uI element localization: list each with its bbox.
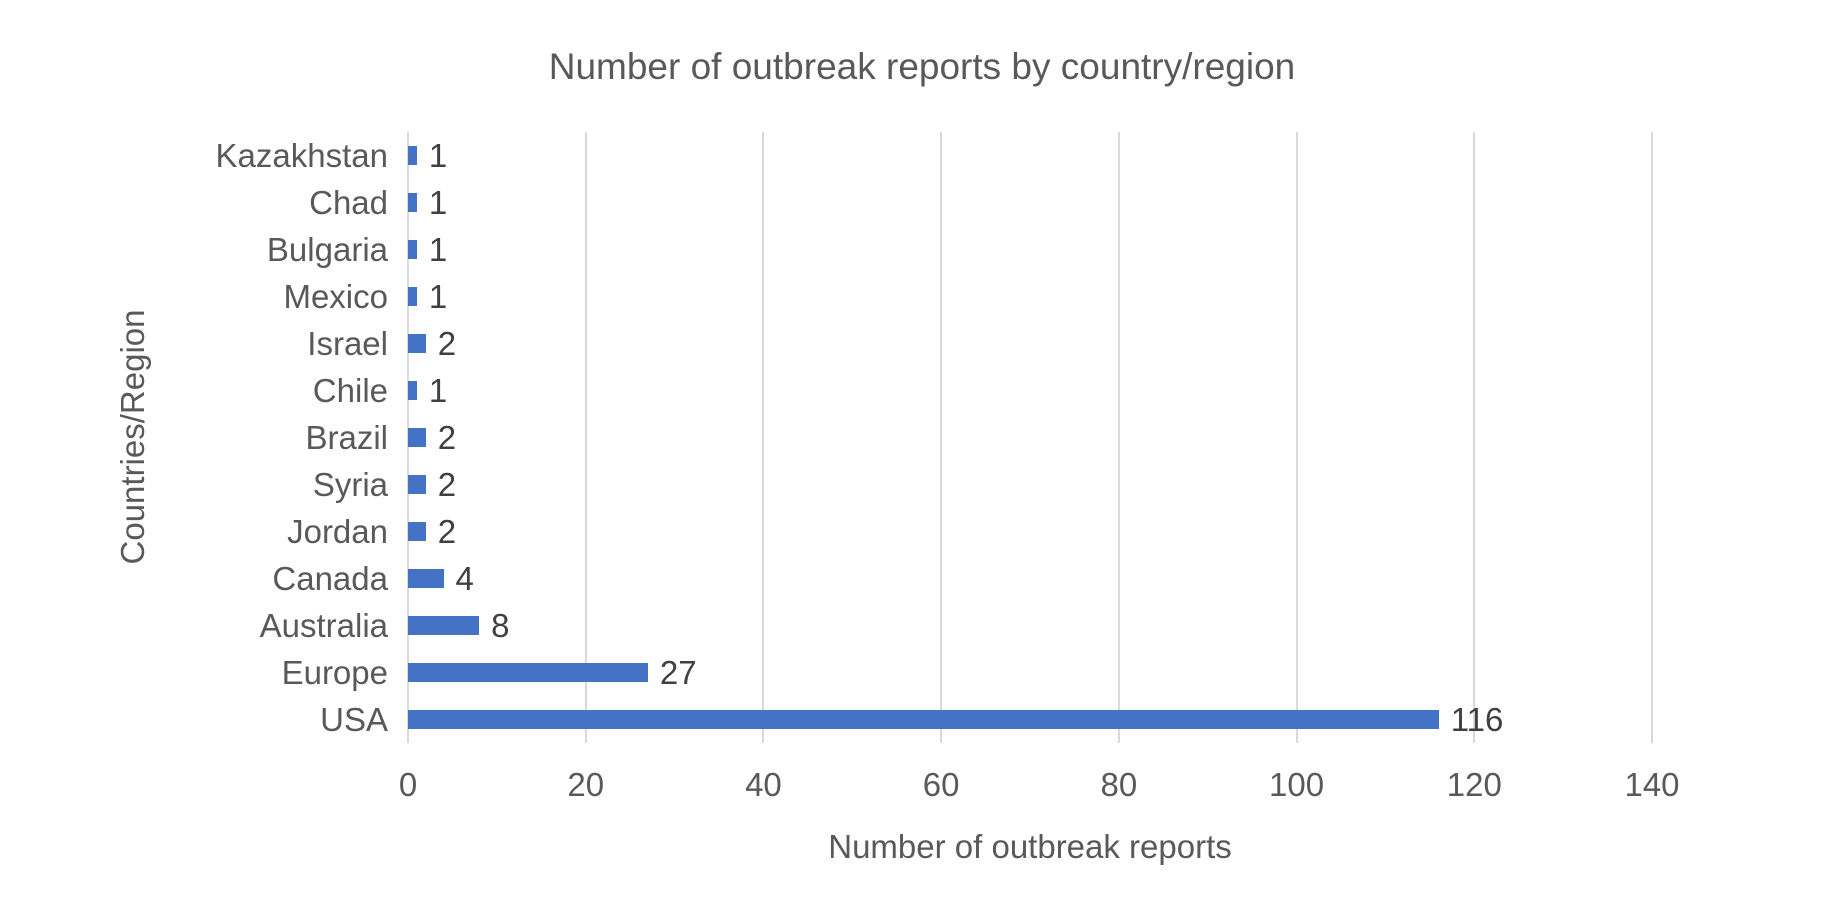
- category-axis: Kazakhstan Chad Bulgaria Mexico Israel Chile B…: [60, 132, 388, 743]
- bar-value-label: 1: [428, 136, 448, 174]
- bar-value-label: 2: [437, 465, 457, 503]
- category-label-bulgaria: Bulgaria: [266, 231, 388, 268]
- category-label-syria: Syria: [312, 466, 388, 503]
- category-label-israel: Israel: [307, 325, 388, 362]
- bar-mexico: [408, 287, 417, 306]
- bar-value-label: 27: [659, 653, 697, 691]
- bar-europe: [408, 663, 648, 682]
- bar-value-label: 116: [1450, 700, 1504, 738]
- bar-chad: [408, 193, 417, 212]
- bar-chile: [408, 381, 417, 400]
- gridline-x-20: [584, 132, 587, 743]
- gridline-x-40: [762, 132, 765, 743]
- category-label-europe: Europe: [281, 654, 388, 691]
- bar-jordan: [408, 522, 426, 541]
- bar-value-label: 4: [455, 559, 474, 597]
- category-label-usa: USA: [320, 701, 388, 738]
- bar-brazil: [408, 428, 426, 447]
- bar-value-label: 1: [428, 371, 448, 409]
- x-tick-label-80: 80: [1100, 766, 1138, 803]
- category-label-chad: Chad: [309, 184, 388, 221]
- x-axis-ticks: 0 20 40 60 80 100 120 140: [399, 766, 1680, 808]
- gridline-x-100: [1295, 132, 1298, 743]
- bar-value-label: 8: [491, 606, 510, 644]
- category-label-chile: Chile: [312, 372, 388, 409]
- plot-area: 1 1 1 1 2 1 2 2 2 4 8 27 116: [407, 132, 1653, 743]
- gridline-x-140: [1651, 132, 1653, 743]
- x-tick-label-40: 40: [745, 766, 782, 803]
- bar-value-label: 1: [428, 277, 448, 315]
- bar-usa: [408, 710, 1439, 729]
- category-label-jordan: Jordan: [287, 513, 388, 550]
- category-label-australia: Australia: [259, 607, 388, 644]
- category-label-mexico: Mexico: [283, 278, 388, 315]
- bar-syria: [408, 475, 426, 494]
- bar-value-label: 1: [428, 230, 448, 268]
- gridline-x-60: [940, 132, 943, 743]
- category-label-kazakhstan: Kazakhstan: [215, 137, 388, 174]
- x-tick-label-140: 140: [1624, 766, 1680, 803]
- x-tick-label-0: 0: [398, 766, 418, 803]
- x-tick-label-100: 100: [1269, 766, 1325, 803]
- bar-israel: [408, 334, 426, 353]
- x-tick-label-60: 60: [922, 766, 960, 803]
- bar-australia: [408, 616, 480, 635]
- category-label-brazil: Brazil: [305, 419, 388, 456]
- bar-value-label: 2: [437, 324, 457, 362]
- chart-title: Number of outbreak reports by country/re…: [548, 46, 1296, 87]
- category-label-canada: Canada: [272, 560, 388, 597]
- x-tick-label-20: 20: [567, 766, 605, 803]
- bar-value-label: 2: [437, 418, 457, 456]
- bar-kazakhstan: [408, 146, 417, 165]
- gridline-x-120: [1473, 132, 1476, 743]
- gridline-x-80: [1117, 132, 1120, 743]
- x-tick-label-120: 120: [1446, 766, 1502, 803]
- bar-value-label: 2: [437, 512, 457, 550]
- bar-canada: [408, 569, 444, 588]
- bar-value-label: 1: [428, 183, 448, 221]
- x-axis-title: Number of outbreak reports: [828, 828, 1232, 865]
- bar-bulgaria: [408, 240, 417, 259]
